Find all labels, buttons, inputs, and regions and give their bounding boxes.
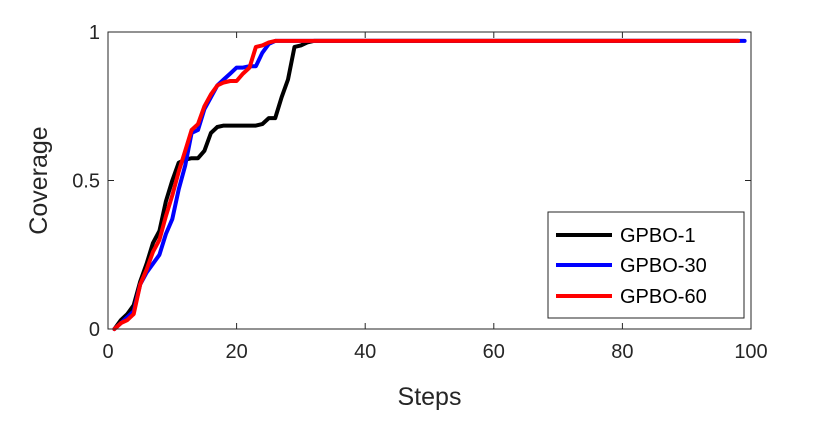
y-tick-label: 1 (89, 22, 100, 44)
y-tick-label: 0 (89, 319, 100, 341)
legend-label-1: GPBO-30 (620, 255, 707, 277)
x-tick-label: 20 (225, 341, 247, 363)
legend: GPBO-1 GPBO-30 GPBO-60 (547, 211, 745, 319)
y-tick-label: 0.5 (72, 171, 100, 193)
x-tick-label: 40 (354, 341, 376, 363)
series-layer (112, 38, 747, 331)
x-tick-label: 100 (734, 341, 767, 363)
ticks-layer: 0 20 40 60 80 100 0 0.5 1 (72, 22, 768, 363)
legend-label-0: GPBO-1 (620, 225, 696, 247)
x-tick-label: 80 (611, 341, 633, 363)
y-axis-label: Coverage (25, 126, 53, 234)
x-tick-label: 0 (102, 341, 113, 363)
x-tick-label: 60 (483, 341, 505, 363)
series-line-2 (112, 38, 741, 331)
legend-label-2: GPBO-60 (620, 286, 707, 308)
x-axis-label: Steps (398, 383, 462, 411)
